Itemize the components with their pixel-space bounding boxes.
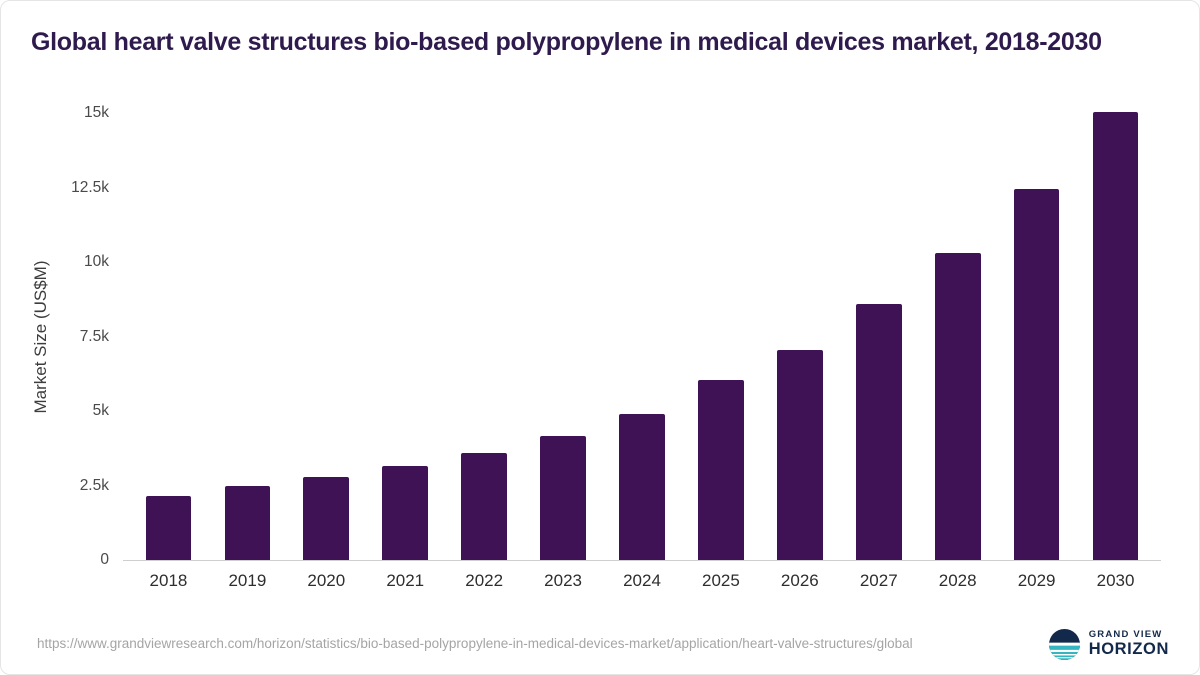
bar-group-2022: 2022 <box>445 113 524 590</box>
logo-line-grand-view: GRAND VIEW <box>1088 628 1163 640</box>
bar-2025 <box>698 379 744 560</box>
bar-group-2027: 2027 <box>839 113 918 590</box>
bar-group-2019: 2019 <box>208 113 287 590</box>
source-url: https://www.grandviewresearch.com/horizo… <box>37 636 913 652</box>
y-tick-10k: 10k <box>84 253 109 271</box>
horizon-logo-icon <box>1048 629 1080 660</box>
bar-group-2024: 2024 <box>603 113 682 590</box>
chart-title: Global heart valve structures bio-based … <box>31 28 1102 56</box>
x-tick-2021: 2021 <box>386 571 425 590</box>
bar-2026 <box>776 349 823 560</box>
bar-group-2018: 2018 <box>129 113 208 590</box>
bar-2022 <box>461 452 508 560</box>
bar-2027 <box>855 303 902 560</box>
x-tick-2026: 2026 <box>780 571 819 590</box>
y-tick-12.5k: 12.5k <box>71 178 109 196</box>
y-tick-15k: 15k <box>84 104 109 121</box>
bar-group-2030: 2030 <box>1076 111 1155 590</box>
x-tick-2024: 2024 <box>623 571 661 590</box>
bar-2028 <box>934 253 981 560</box>
bar-2021 <box>382 466 429 560</box>
x-tick-2018: 2018 <box>149 571 188 590</box>
x-tick-2025: 2025 <box>702 571 740 590</box>
y-tick-0: 0 <box>100 551 109 568</box>
bar-series: 2018 2019 2020 2021 2022 2023 2024 2025 2026 2027… <box>123 111 1161 590</box>
x-tick-2028: 2028 <box>938 571 977 590</box>
bar-2019 <box>224 485 271 560</box>
y-tick-2.5k: 2.5k <box>79 476 109 494</box>
bar-2024 <box>619 413 665 560</box>
bar-chart-plot-area: 0 2.5k 5k 7.5k 10k 12.5k 15k 2018 2019 2020 2021 2… <box>71 104 1161 590</box>
bar-2020 <box>303 476 350 560</box>
grand-view-horizon-logo: GRAND VIEW HORIZON <box>1048 628 1169 660</box>
bar-group-2021: 2021 <box>366 113 445 590</box>
bar-group-2026: 2026 <box>760 113 839 590</box>
x-tick-2029: 2029 <box>1017 571 1056 590</box>
logo-text: GRAND VIEW HORIZON <box>1088 628 1169 660</box>
bar-2023 <box>540 436 586 560</box>
footer: https://www.grandviewresearch.com/horizo… <box>37 629 1169 660</box>
bar-2030 <box>1092 111 1139 560</box>
bar-group-2023: 2023 <box>524 113 603 590</box>
bar-group-2028: 2028 <box>918 113 997 590</box>
y-tick-5k: 5k <box>92 402 109 420</box>
x-tick-2027: 2027 <box>859 571 898 590</box>
x-tick-2023: 2023 <box>544 571 582 590</box>
logo-line-horizon: HORIZON <box>1088 640 1169 659</box>
x-tick-2022: 2022 <box>465 571 504 590</box>
y-tick-7.5k: 7.5k <box>79 327 109 345</box>
bar-2018 <box>145 495 192 560</box>
x-tick-2030: 2030 <box>1096 571 1135 590</box>
bar-group-2020: 2020 <box>287 113 366 590</box>
bar-group-2025: 2025 <box>681 113 760 590</box>
x-tick-2020: 2020 <box>307 571 346 590</box>
x-tick-2019: 2019 <box>228 571 267 590</box>
bar-2029 <box>1013 189 1060 560</box>
bar-group-2029: 2029 <box>997 113 1076 590</box>
